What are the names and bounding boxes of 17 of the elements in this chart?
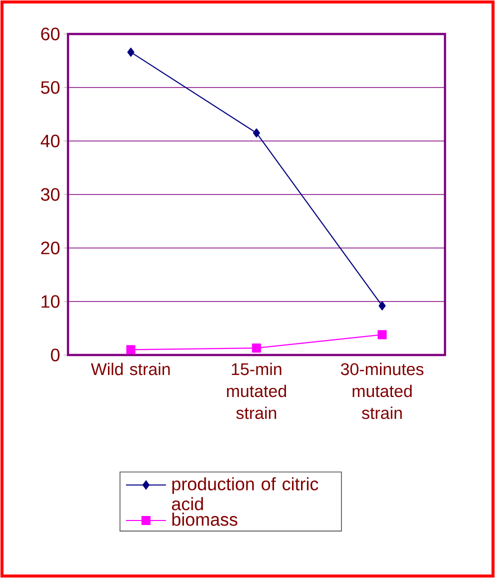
y-tick-label: 0: [50, 348, 60, 362]
y-tick-label: 40: [40, 134, 60, 148]
x-tick-label: Wild strain: [90, 362, 170, 376]
x-tick-label: 15-min mutated strain: [227, 362, 286, 420]
point: [126, 345, 136, 354]
y-tick-label: 30: [40, 188, 60, 201]
y-tick-label: 60: [41, 28, 60, 40]
legend-label: biomass: [172, 512, 238, 526]
y-tick-label: 50: [41, 81, 60, 94]
point: [252, 344, 262, 353]
y-tick-label: 10: [42, 295, 60, 308]
point: [378, 301, 386, 310]
point: [252, 128, 260, 138]
point: [378, 330, 387, 340]
point: [127, 48, 134, 57]
y-tick-label: 20: [41, 242, 60, 254]
x-tick-label: 30-minutes mutated strain: [340, 362, 424, 420]
